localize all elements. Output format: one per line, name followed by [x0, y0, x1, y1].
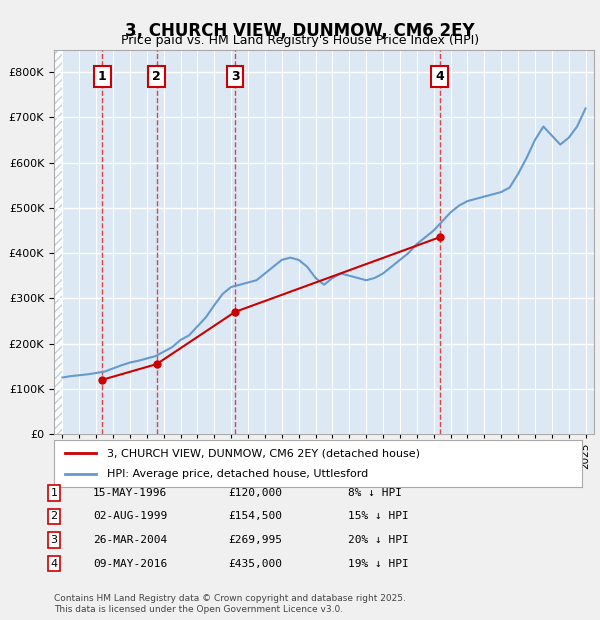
- Text: 3, CHURCH VIEW, DUNMOW, CM6 2EY (detached house): 3, CHURCH VIEW, DUNMOW, CM6 2EY (detache…: [107, 448, 420, 458]
- Text: 02-AUG-1999: 02-AUG-1999: [93, 512, 167, 521]
- Text: £120,000: £120,000: [228, 488, 282, 498]
- Text: 3: 3: [231, 70, 239, 83]
- Text: 1: 1: [98, 70, 107, 83]
- Text: 20% ↓ HPI: 20% ↓ HPI: [348, 535, 409, 545]
- Text: 15-MAY-1996: 15-MAY-1996: [93, 488, 167, 498]
- Text: £435,000: £435,000: [228, 559, 282, 569]
- Text: 3, CHURCH VIEW, DUNMOW, CM6 2EY: 3, CHURCH VIEW, DUNMOW, CM6 2EY: [125, 22, 475, 40]
- Text: 15% ↓ HPI: 15% ↓ HPI: [348, 512, 409, 521]
- Text: 8% ↓ HPI: 8% ↓ HPI: [348, 488, 402, 498]
- Text: 1: 1: [50, 488, 58, 498]
- Text: Price paid vs. HM Land Registry's House Price Index (HPI): Price paid vs. HM Land Registry's House …: [121, 34, 479, 47]
- Text: 3: 3: [50, 535, 58, 545]
- Text: HPI: Average price, detached house, Uttlesford: HPI: Average price, detached house, Uttl…: [107, 469, 368, 479]
- Text: 2: 2: [152, 70, 161, 83]
- Text: 4: 4: [50, 559, 58, 569]
- Text: 4: 4: [435, 70, 444, 83]
- Text: £269,995: £269,995: [228, 535, 282, 545]
- Text: Contains HM Land Registry data © Crown copyright and database right 2025.
This d: Contains HM Land Registry data © Crown c…: [54, 595, 406, 614]
- Text: 26-MAR-2004: 26-MAR-2004: [93, 535, 167, 545]
- Text: 2: 2: [50, 512, 58, 521]
- Text: £154,500: £154,500: [228, 512, 282, 521]
- Text: 19% ↓ HPI: 19% ↓ HPI: [348, 559, 409, 569]
- Text: 09-MAY-2016: 09-MAY-2016: [93, 559, 167, 569]
